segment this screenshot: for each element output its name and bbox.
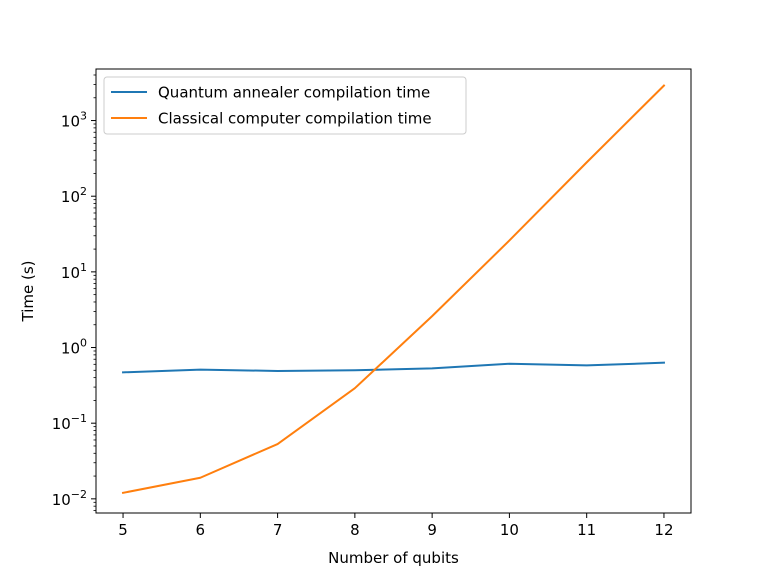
x-tick-label: 11 [577,521,596,539]
x-tick-label: 12 [654,521,673,539]
plot-frame [95,68,692,514]
x-tick-label: 8 [350,521,360,539]
y-axis-label: Time (s) [19,261,37,323]
series-layer [121,84,666,495]
y-axis-ticks: 10−2 10−1 100 101 102 103 [52,74,96,511]
y-tick-label: 101 [61,261,87,282]
x-tick-label: 7 [273,521,283,539]
x-tick-label: 5 [118,521,128,539]
x-tick-label: 6 [196,521,206,539]
series-line-0 [122,361,665,374]
x-tick-label: 9 [427,521,437,539]
y-tick-label: 102 [61,185,87,206]
legend-label-classical: Classical computer compilation time [158,110,432,128]
x-axis-ticks: 5 6 7 8 9 10 11 12 [118,513,674,539]
legend: Quantum annealer compilation time Classi… [103,76,467,135]
series-line-1 [121,84,666,495]
legend-label-quantum: Quantum annealer compilation time [158,84,430,102]
legend-box [103,76,467,135]
y-tick-label: 10−2 [52,488,87,509]
x-tick-label: 10 [500,521,519,539]
y-tick-label: 100 [61,337,87,358]
x-axis-label: Number of qubits [328,549,459,567]
y-tick-label: 103 [61,110,87,131]
y-tick-label: 10−1 [52,412,87,433]
